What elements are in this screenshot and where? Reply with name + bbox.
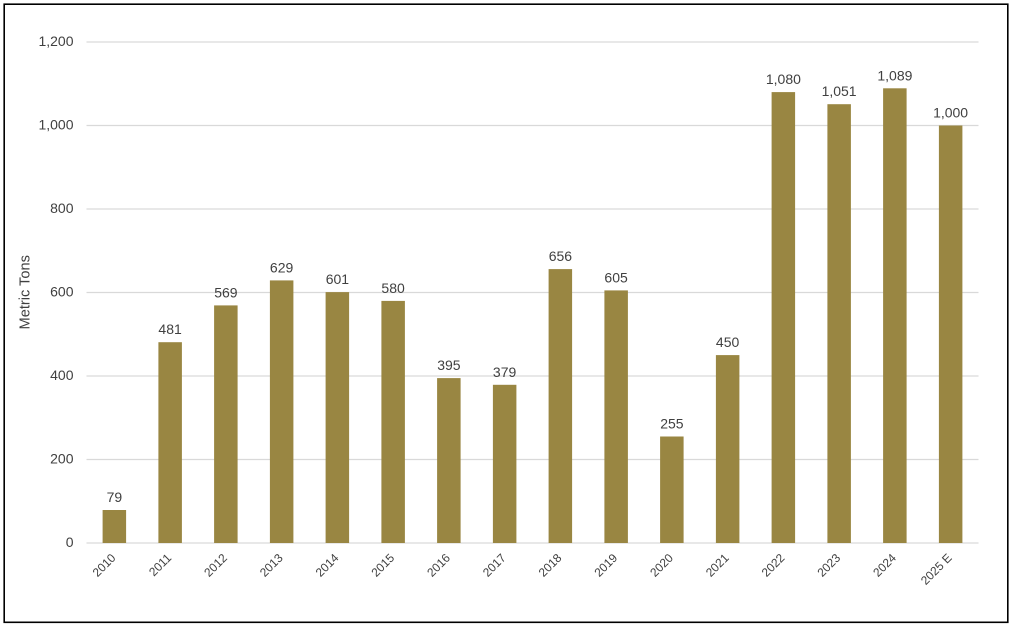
svg-text:1,051: 1,051 (822, 83, 857, 99)
svg-text:1,000: 1,000 (38, 117, 73, 133)
svg-text:395: 395 (437, 357, 461, 373)
svg-text:569: 569 (214, 284, 238, 300)
svg-text:1,080: 1,080 (766, 71, 801, 87)
svg-text:400: 400 (50, 367, 74, 383)
svg-text:0: 0 (66, 534, 74, 550)
svg-text:629: 629 (270, 259, 294, 275)
svg-text:255: 255 (660, 416, 684, 432)
svg-text:600: 600 (50, 284, 74, 300)
svg-text:656: 656 (549, 248, 573, 264)
svg-text:481: 481 (158, 321, 182, 337)
svg-text:601: 601 (326, 271, 350, 287)
svg-text:Metric Tons: Metric Tons (17, 255, 33, 329)
svg-text:580: 580 (381, 280, 405, 296)
svg-text:1,089: 1,089 (877, 67, 912, 83)
svg-text:1,200: 1,200 (38, 33, 73, 49)
svg-text:379: 379 (493, 364, 517, 380)
svg-text:1,000: 1,000 (933, 105, 968, 121)
svg-text:800: 800 (50, 200, 74, 216)
svg-text:450: 450 (716, 334, 740, 350)
svg-text:79: 79 (107, 489, 123, 505)
svg-text:200: 200 (50, 451, 74, 467)
svg-text:605: 605 (604, 269, 628, 285)
